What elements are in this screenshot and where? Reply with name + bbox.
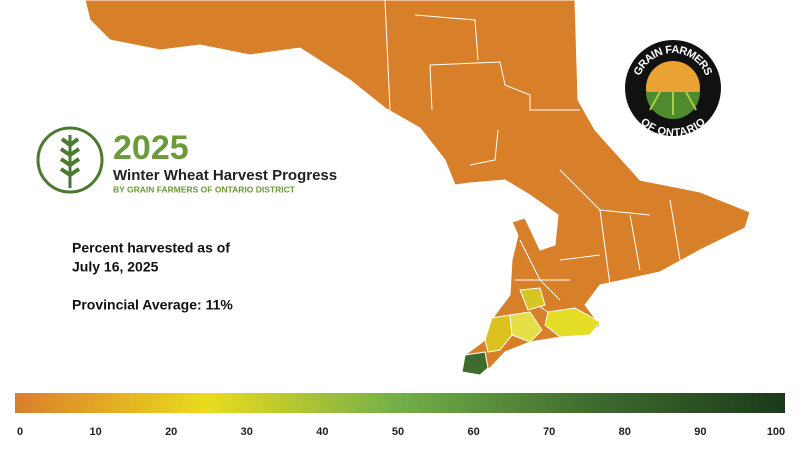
scale-tick-label: 100 — [767, 426, 785, 438]
district-yellow — [544, 307, 601, 338]
color-scale — [15, 393, 785, 413]
district-yellow — [519, 287, 546, 311]
logo: GRAIN FARMERS OF ONTARIO — [625, 40, 721, 139]
scale-tick-label: 60 — [467, 426, 479, 438]
district-borders — [384, 0, 681, 321]
district-yellow — [509, 311, 543, 343]
year: 2025 — [113, 129, 189, 167]
title: Winter Wheat Harvest Progress — [113, 167, 337, 184]
map — [84, 0, 751, 376]
scale-tick-label: 0 — [17, 426, 23, 438]
wheat-icon — [36, 126, 104, 194]
scale-tick-label: 90 — [694, 426, 706, 438]
note: Percent harvested as of — [72, 240, 230, 256]
subtitle: BY GRAIN FARMERS OF ONTARIO DISTRICT — [113, 184, 296, 194]
scale-tick-label: 10 — [89, 426, 101, 438]
scale-tick-label: 50 — [392, 426, 404, 438]
scale-tick-label: 80 — [619, 426, 631, 438]
scale-tick-label: 40 — [316, 426, 328, 438]
average: Provincial Average: 11% — [72, 297, 233, 313]
note: July 16, 2025 — [72, 259, 159, 275]
scale-tick-label: 20 — [165, 426, 177, 438]
scale-tick-label: 70 — [543, 426, 555, 438]
district-green — [461, 351, 489, 376]
province — [84, 0, 751, 376]
scale-tick-label: 30 — [241, 426, 253, 438]
